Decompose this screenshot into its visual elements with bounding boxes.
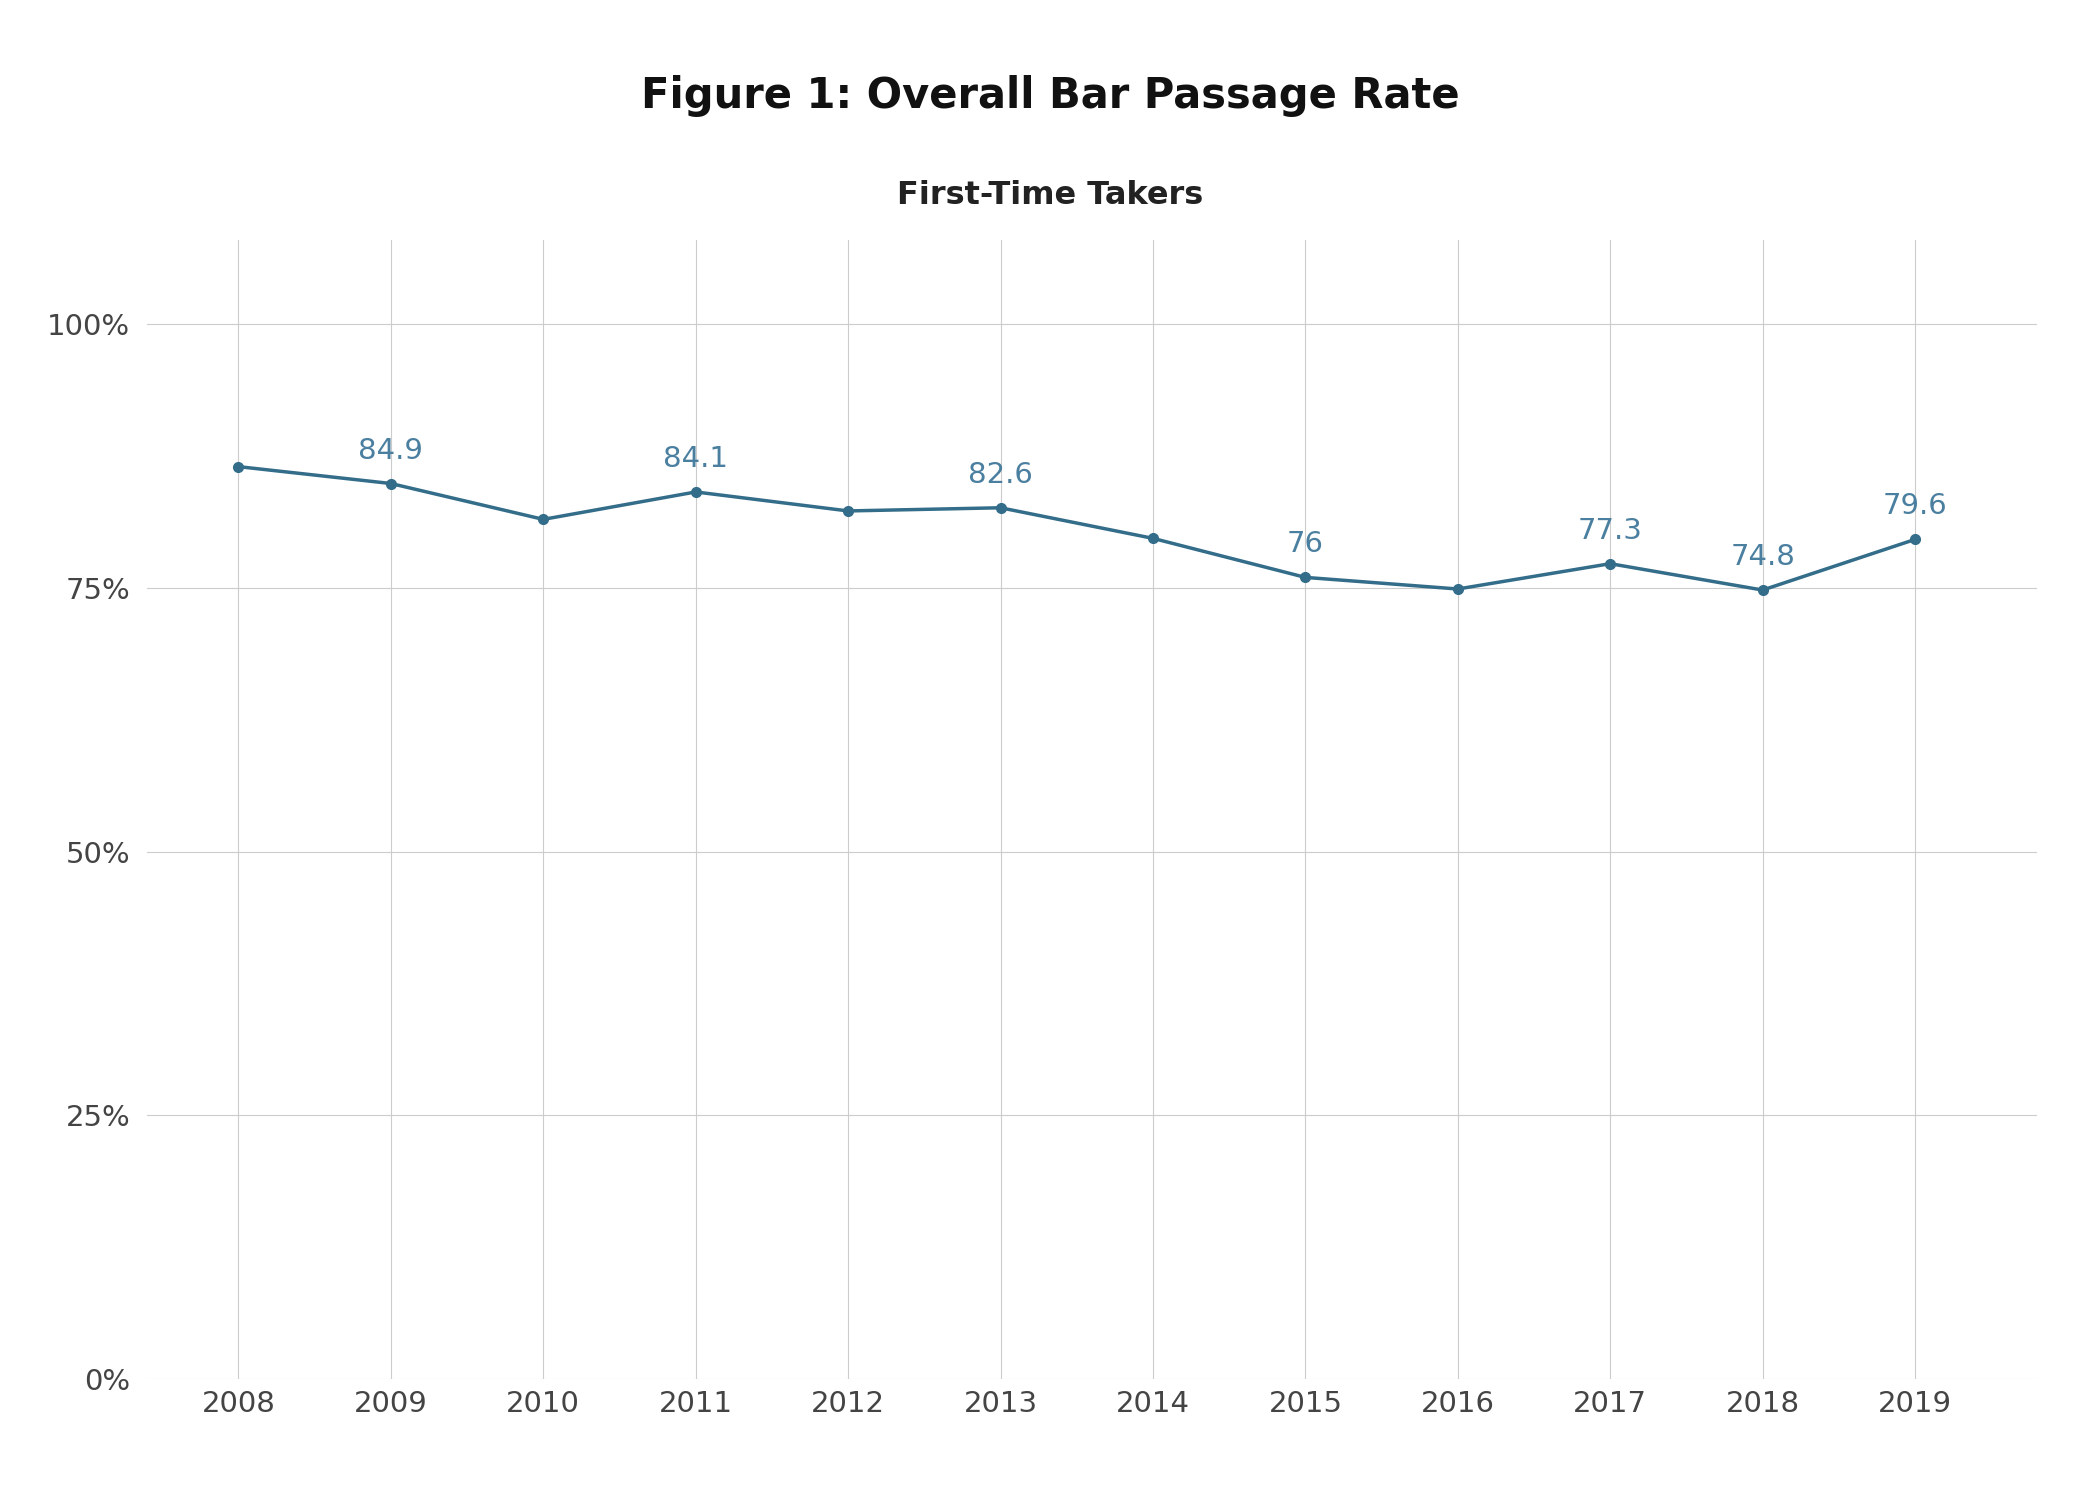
Text: First-Time Takers: First-Time Takers <box>897 180 1203 211</box>
Text: 84.9: 84.9 <box>359 436 424 465</box>
Text: 76: 76 <box>1287 531 1323 559</box>
Text: Figure 1: Overall Bar Passage Rate: Figure 1: Overall Bar Passage Rate <box>640 75 1460 117</box>
Text: 84.1: 84.1 <box>664 445 729 474</box>
Text: 74.8: 74.8 <box>1730 543 1796 571</box>
Text: 79.6: 79.6 <box>1884 493 1947 520</box>
Text: 82.6: 82.6 <box>968 460 1033 489</box>
Text: 77.3: 77.3 <box>1577 517 1642 544</box>
